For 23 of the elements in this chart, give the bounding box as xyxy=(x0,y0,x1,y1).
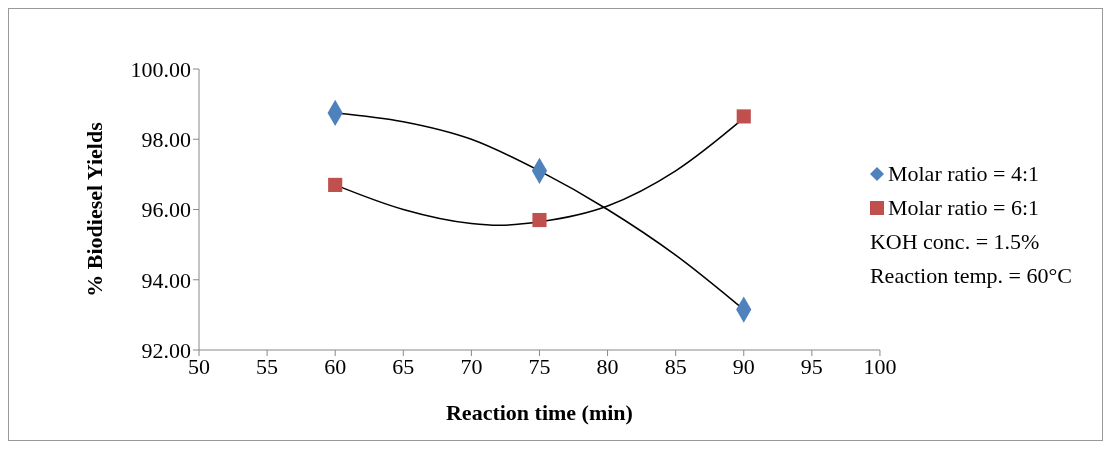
x-tick-label: 70 xyxy=(460,353,483,379)
y-tick-label: 94.00 xyxy=(141,267,191,293)
x-tick-label: 100 xyxy=(863,353,897,379)
annotation: KOH conc. = 1.5% xyxy=(869,227,1041,256)
point xyxy=(736,109,751,124)
y-tick-label: 96.00 xyxy=(141,197,191,223)
legend-label: Molar ratio = 6:1 xyxy=(887,193,1040,222)
point xyxy=(532,212,547,228)
x-tick-label: 90 xyxy=(732,353,755,379)
x-tick-label: 60 xyxy=(324,353,347,379)
x-tick-label: 85 xyxy=(664,353,687,379)
x-tick-label: 80 xyxy=(596,353,619,379)
y-tick-label: 98.00 xyxy=(141,127,191,153)
y-axis-title: % Biodiesel Yields xyxy=(81,121,107,297)
point xyxy=(328,177,343,192)
x-tick-label: 55 xyxy=(256,353,279,379)
x-axis-title: Reaction time (min) xyxy=(445,400,633,425)
legend-label: Molar ratio = 4:1 xyxy=(887,159,1040,188)
y-tick-label: 100.00 xyxy=(130,56,191,82)
x-tick-label: 65 xyxy=(392,353,415,379)
x-tick-label: 95 xyxy=(800,353,823,379)
annotation: Reaction temp. = 60°C xyxy=(869,261,1072,290)
x-tick-label: 75 xyxy=(528,353,551,379)
